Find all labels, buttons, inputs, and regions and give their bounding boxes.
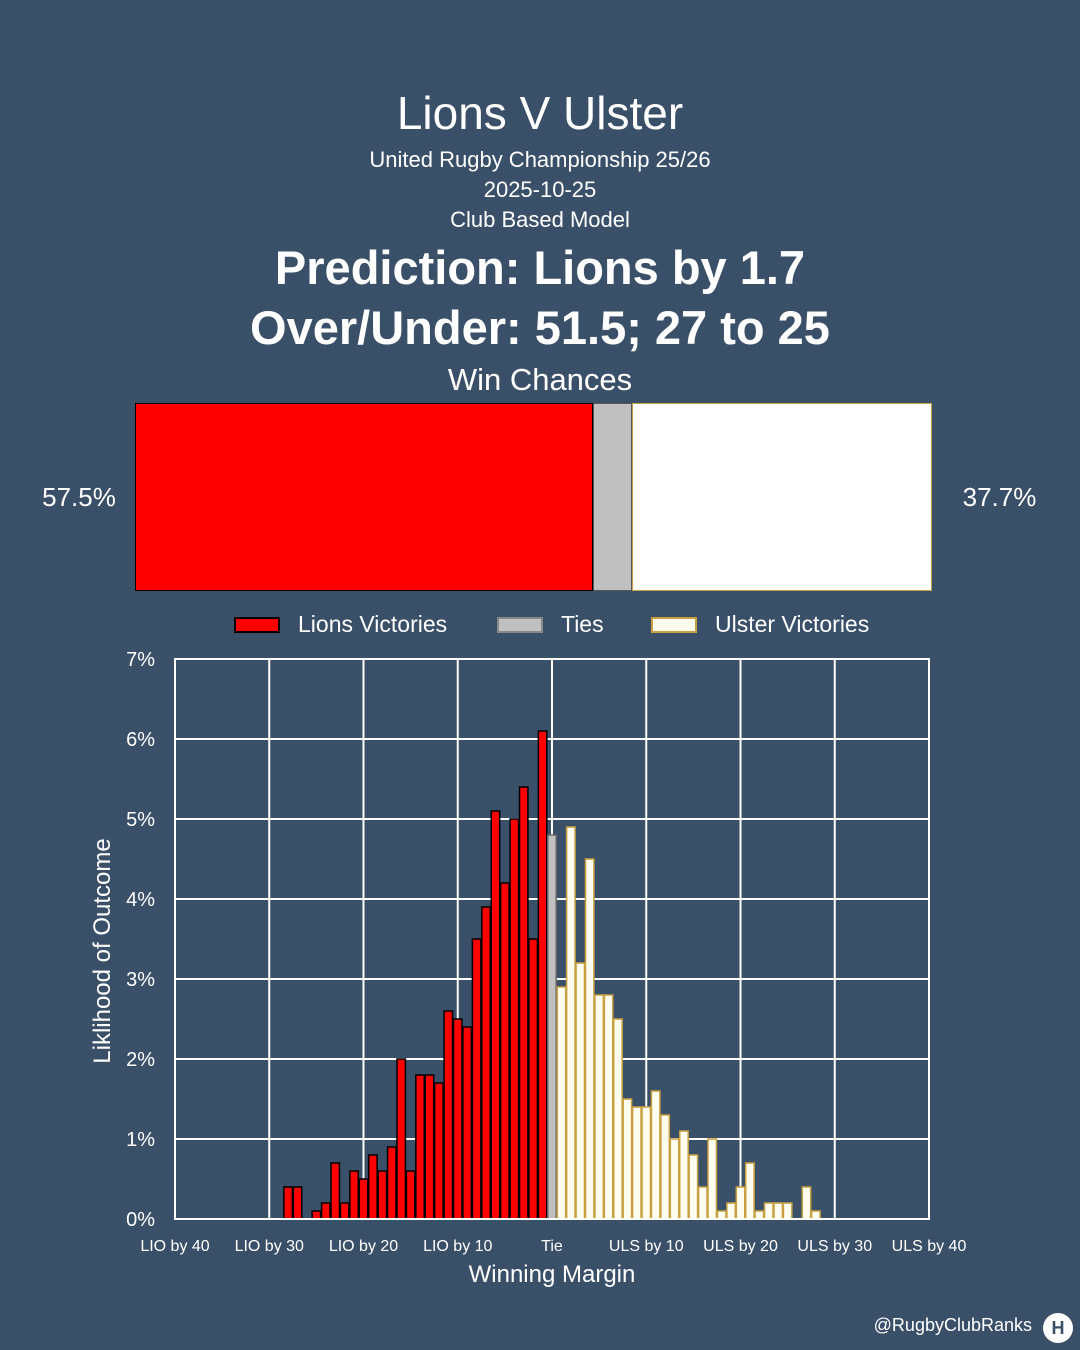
y-tick-label: 5%	[126, 809, 155, 831]
lions-bar	[481, 906, 491, 1220]
ulster-bar	[744, 1162, 755, 1220]
x-tick-label: LIO by 10	[423, 1238, 492, 1255]
x-tick-label: ULS by 20	[703, 1238, 778, 1255]
lions-bar	[443, 1010, 454, 1220]
competition-subtitle: United Rugby Championship 25/26	[369, 147, 711, 172]
logo-icon: H	[1043, 1313, 1073, 1343]
ulster-bar	[669, 1138, 680, 1220]
lions-bar	[509, 818, 520, 1220]
ulster-bar	[650, 1090, 661, 1220]
credit-handle: @RugbyClubRanks	[873, 1315, 1032, 1335]
win-bar-lions-segment	[135, 403, 594, 591]
lions-bar	[518, 786, 529, 1220]
y-axis-title: Liklihood of Outcome	[89, 838, 116, 1063]
ulster-bar	[678, 1130, 689, 1220]
win-bar-ulster-segment	[631, 403, 932, 591]
ulster-bar	[631, 1106, 642, 1220]
ulster-bar	[565, 826, 576, 1220]
lions-bar	[490, 810, 501, 1220]
ulster-bar	[782, 1202, 793, 1220]
ulster-bar	[801, 1186, 812, 1220]
y-tick-label: 3%	[126, 969, 155, 991]
lions-bar	[452, 1018, 463, 1220]
y-tick-label: 7%	[126, 649, 155, 671]
lions-bar	[330, 1162, 341, 1220]
prediction-text: Prediction: Lions by 1.7	[274, 241, 806, 294]
x-tick-label: LIO by 20	[329, 1238, 398, 1255]
x-tick-label: LIO by 40	[140, 1238, 209, 1255]
lions-bar	[377, 1170, 388, 1220]
lions-bar	[471, 938, 482, 1220]
lions-bar	[415, 1074, 426, 1220]
ulster-bar	[613, 1018, 623, 1220]
x-tick-label: LIO by 30	[235, 1238, 304, 1255]
ulster-bar	[726, 1202, 737, 1220]
legend-label-ties: Ties	[561, 611, 604, 637]
y-tick-label: 4%	[126, 889, 155, 911]
ulster-bar	[594, 994, 605, 1220]
ulster-bar	[763, 1202, 774, 1220]
legend-swatch-ties	[497, 617, 543, 633]
win-chances-heading: Win Chances	[447, 362, 633, 397]
plot-frame	[174, 658, 930, 1220]
win-chances-bar	[135, 403, 932, 591]
lions-bar	[433, 1082, 444, 1220]
legend-swatch-lions	[234, 617, 280, 633]
ulster-bar	[641, 1106, 652, 1220]
legend-label-lions: Lions Victories	[298, 611, 448, 637]
y-tick-label: 0%	[126, 1209, 155, 1231]
model-name: Club Based Model	[450, 207, 630, 232]
x-axis-title: Winning Margin	[469, 1261, 636, 1288]
lions-bar	[537, 730, 548, 1220]
ties-bar	[547, 834, 557, 1220]
ulster-bar	[688, 1154, 699, 1220]
lions-bar	[283, 1186, 294, 1220]
legend-label-ulster: Ulster Victories	[715, 611, 870, 637]
ulster-bar	[754, 1210, 765, 1220]
ulster-bar	[556, 986, 567, 1220]
ulster-bar	[735, 1186, 746, 1220]
ulster-win-pct: 37.7%	[962, 482, 1037, 512]
lions-bar	[320, 1202, 331, 1220]
y-tick-label: 6%	[126, 729, 155, 751]
lions-bar	[367, 1154, 378, 1220]
lions-bar	[339, 1202, 350, 1220]
lions-win-pct: 57.5%	[42, 482, 116, 512]
legend-swatch-ulster	[651, 617, 697, 633]
y-tick-label: 1%	[126, 1129, 155, 1151]
x-tick-label: ULS by 40	[892, 1238, 967, 1255]
x-tick-label: ULS by 10	[609, 1238, 684, 1255]
lions-bar	[528, 938, 539, 1220]
lions-bar	[396, 1058, 407, 1220]
ulster-bar	[773, 1202, 784, 1220]
ulster-bar	[660, 1114, 671, 1220]
lions-bar	[499, 882, 510, 1220]
ulster-bar	[716, 1210, 727, 1220]
lions-bar	[462, 1026, 473, 1220]
win-bar-ties-segment	[593, 403, 632, 591]
y-tick-label: 2%	[126, 1049, 155, 1071]
match-date: 2025-10-25	[483, 177, 597, 202]
chart-title: Lions V Ulster	[396, 87, 684, 139]
lions-bar	[386, 1146, 397, 1220]
lions-bar	[292, 1186, 303, 1220]
lions-bar	[358, 1178, 369, 1220]
lions-bar	[349, 1170, 360, 1220]
lions-bar	[405, 1170, 416, 1220]
lions-bar	[311, 1210, 322, 1220]
ulster-bar	[603, 994, 614, 1220]
over-under-text: Over/Under: 51.5; 27 to 25	[250, 301, 830, 354]
ulster-bar	[697, 1186, 708, 1220]
ulster-bar	[575, 962, 586, 1220]
lions-bar	[424, 1074, 435, 1220]
ulster-bar	[584, 858, 595, 1220]
ulster-bar	[810, 1210, 821, 1220]
x-tick-label: ULS by 30	[797, 1238, 872, 1255]
x-tick-label: Tie	[541, 1238, 563, 1255]
ulster-bar	[707, 1138, 718, 1220]
ulster-bar	[622, 1098, 633, 1220]
